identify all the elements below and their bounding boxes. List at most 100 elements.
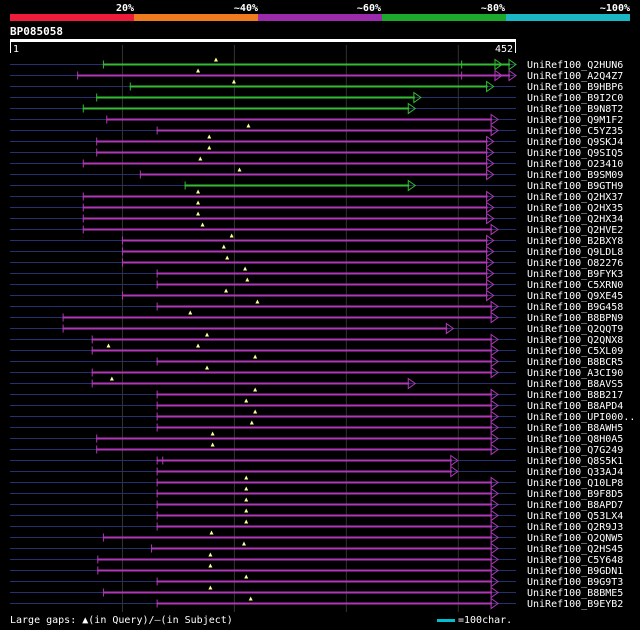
hit-row: UniRef100_Q8S5K1 [10, 454, 623, 467]
scale-segment-1 [10, 14, 134, 21]
query-gap-marker [213, 57, 218, 62]
hit-label: UniRef100_B9I2C0 [527, 93, 623, 104]
hit-end-arrow [508, 58, 517, 71]
hit-end-arrow [407, 179, 417, 192]
hit-end-arrow [413, 91, 422, 104]
scale-legend: =100char. [437, 615, 512, 626]
scale-segment-2 [134, 14, 258, 21]
scale-segment-4 [382, 14, 506, 21]
hit-end-arrow [490, 564, 499, 577]
hit-row: UniRef100_B8AVS5 [10, 376, 623, 390]
scale-label: 20% [116, 3, 134, 14]
query-start-label: 1 [13, 44, 19, 55]
hit-label: UniRef100_B9N8T2 [527, 104, 623, 115]
hit-end-arrow [490, 509, 499, 522]
query-gap-marker [205, 332, 210, 337]
query-bar: 1 452 [10, 39, 516, 55]
hit-end-arrow [486, 168, 495, 181]
hit-row: UniRef100_Q7G249 [10, 442, 623, 456]
hit-label: UniRef100_B8B217 [527, 390, 623, 401]
query-gap-marker [188, 310, 193, 315]
hit-row: UniRef100_C5XL09 [10, 343, 623, 357]
hit-end-arrow [490, 586, 499, 599]
hit-row: UniRef100_Q9LDL8 [10, 244, 623, 258]
query-gap-marker [244, 398, 249, 403]
hit-row: UniRef100_Q53LX4 [10, 508, 623, 522]
query-gap-marker [208, 563, 213, 568]
query-gap-marker [196, 68, 201, 73]
hit-end-arrow [486, 190, 495, 203]
hit-end-arrow [486, 245, 495, 258]
hit-row: UniRef100_Q8H0A5 [10, 431, 623, 445]
query-gap-marker [207, 134, 212, 139]
hit-row: UniRef100_B9EYB2 [10, 596, 623, 610]
hit-row: UniRef100_B8APD4 [10, 398, 623, 412]
query-gap-marker [106, 343, 111, 348]
hit-row: UniRef100_A3CI90 [10, 365, 623, 379]
query-gap-marker [245, 277, 250, 282]
hit-end-arrow [490, 223, 499, 236]
query-gap-marker [200, 222, 205, 227]
hit-row: UniRef100_Q2R9J3 [10, 519, 623, 533]
query-gap-marker [196, 200, 201, 205]
query-gap-marker [205, 365, 210, 370]
query-gap-marker [208, 585, 213, 590]
hit-rows: UniRef100_Q2HUN6UniRef100_A2Q4Z7UniRef10… [10, 57, 635, 610]
hit-end-arrow [490, 333, 499, 346]
hit-label: UniRef100_Q2QNX8 [527, 335, 623, 346]
query-gap-marker [208, 552, 213, 557]
hit-row: UniRef100_Q33AJ4 [10, 465, 623, 478]
identity-scale-bar [10, 14, 630, 21]
hit-label: UniRef100_Q9M1F2 [527, 115, 623, 126]
hit-row: UniRef100_A2Q4Z7 [10, 68, 623, 82]
hit-end-arrow [494, 58, 503, 71]
hit-end-arrow [490, 443, 499, 456]
hit-end-arrow [490, 124, 499, 137]
in-query-label: (in Query)/ [88, 615, 155, 626]
hit-label: UniRef100_Q8S5K1 [527, 456, 623, 467]
hit-end-arrow [490, 344, 499, 357]
hit-row: UniRef100_B8APD7 [10, 497, 623, 511]
hit-label: UniRef100_C5XL09 [527, 346, 623, 357]
hit-end-arrow [407, 102, 417, 115]
hit-label: UniRef100_Q9XE45 [527, 291, 623, 302]
hit-row: UniRef100_O82276 [10, 255, 623, 269]
hit-row: UniRef100_Q2QNX8 [10, 332, 623, 346]
hit-end-arrow [486, 157, 495, 170]
hit-row: UniRef100_Q9SKJ4 [10, 134, 623, 148]
query-gap-marker [198, 156, 203, 161]
hit-end-arrow [486, 135, 495, 148]
query-gap-marker [210, 442, 215, 447]
hit-end-arrow [490, 531, 499, 544]
hit-row: UniRef100_B9N8T2 [10, 102, 623, 115]
hit-label: UniRef100_Q2HX37 [527, 192, 623, 203]
gaps-label: Large gaps: [10, 615, 77, 626]
hit-end-arrow [490, 311, 499, 324]
hit-label: UniRef100_B8BPN9 [527, 313, 623, 324]
hit-label: UniRef100_B9GTH9 [527, 181, 623, 192]
hit-label: UniRef100_B8AWH5 [527, 423, 623, 434]
hit-row: UniRef100_Q9XE45 [10, 288, 623, 302]
hit-label: UniRef100_Q2HVE2 [527, 225, 623, 236]
hit-label: UniRef100_Q2HX35 [527, 203, 623, 214]
query-gap-marker [253, 409, 258, 414]
hit-row: UniRef100_UPI000.. [10, 409, 635, 423]
query-gap-icon: ▲ [76, 615, 89, 626]
query-gap-marker [196, 343, 201, 348]
query-gap-marker [244, 475, 249, 480]
hit-label: UniRef100_Q2QNW5 [527, 533, 623, 544]
query-gap-marker [221, 244, 226, 249]
query-gap-marker [196, 211, 201, 216]
hit-row: UniRef100_B9G458 [10, 299, 623, 313]
hit-end-arrow [486, 289, 495, 302]
query-gap-marker [244, 508, 249, 513]
hit-label: UniRef100_B9F8D5 [527, 489, 623, 500]
hit-row: UniRef100_B9F8D5 [10, 486, 623, 500]
hit-label: UniRef100_Q33AJ4 [527, 467, 623, 478]
hit-row: UniRef100_Q2HX34 [10, 211, 623, 225]
hit-end-arrow [450, 465, 459, 478]
query-gap-marker [255, 299, 260, 304]
query-gap-marker [241, 541, 246, 546]
hit-label: UniRef100_B8BCR5 [527, 357, 623, 368]
